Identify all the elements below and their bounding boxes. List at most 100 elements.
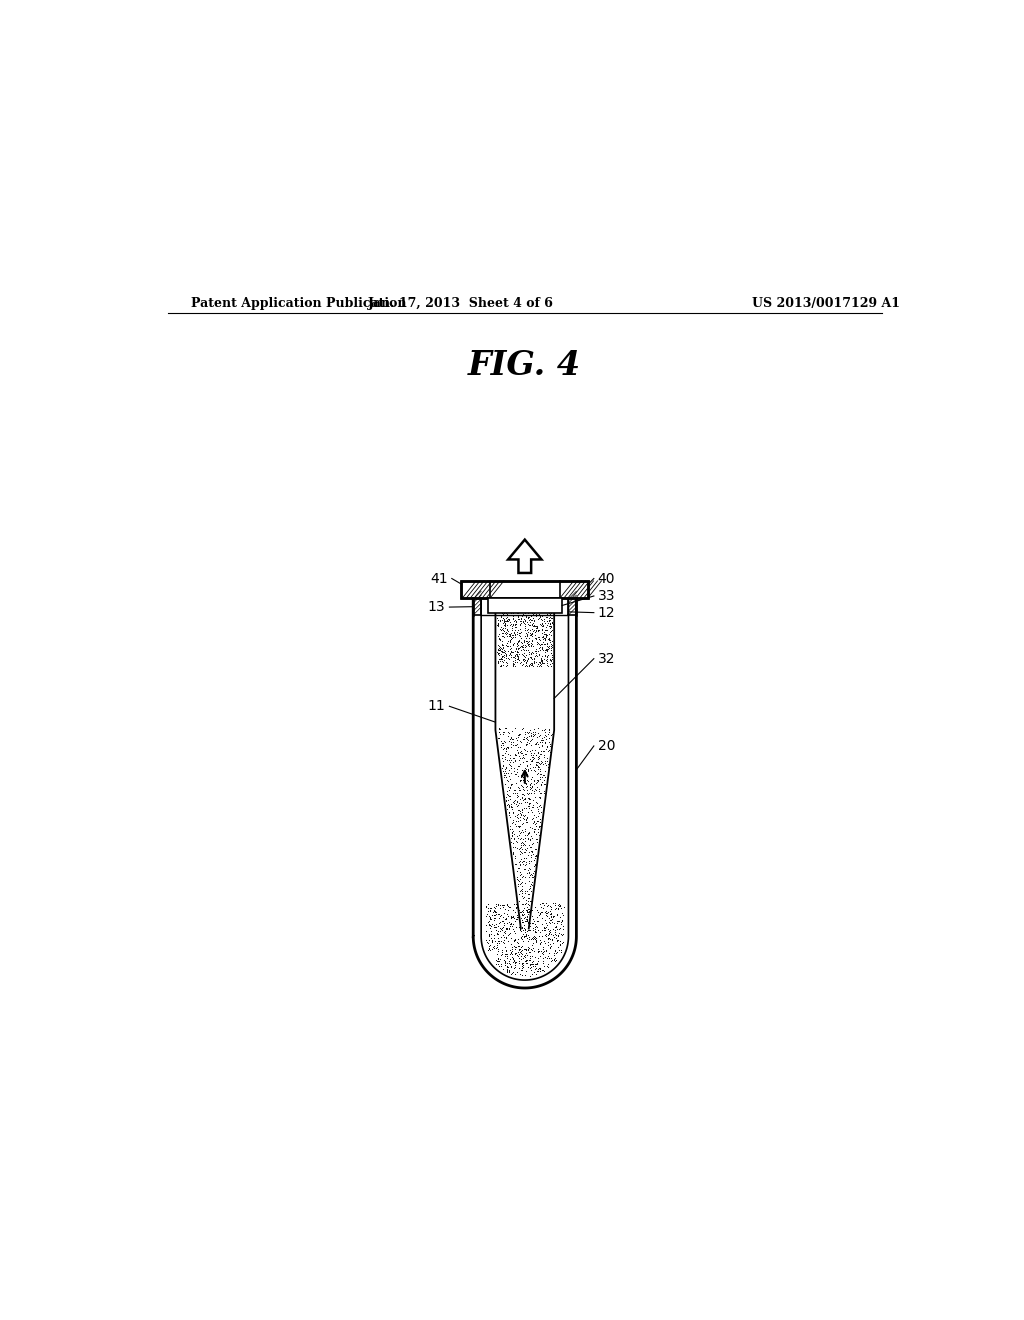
Point [509,791,525,812]
Point [497,640,513,661]
Point [519,729,536,750]
Point [520,853,537,874]
Point [518,656,535,677]
Point [508,610,524,631]
Point [502,642,518,663]
Point [513,837,529,858]
Point [495,645,511,667]
Point [539,956,555,977]
Point [501,780,517,801]
Point [535,941,551,962]
Point [536,783,552,804]
Point [515,832,531,853]
Point [511,935,527,956]
Point [501,730,517,751]
Point [539,607,555,628]
Point [500,776,516,797]
Point [501,780,517,801]
Point [523,647,540,668]
Point [523,631,540,652]
Point [500,789,516,810]
Point [515,886,531,907]
Point [518,807,535,828]
Point [511,948,527,969]
Point [520,643,537,664]
Point [514,787,530,808]
Point [517,644,534,665]
Point [543,904,559,925]
Point [515,776,531,797]
Point [528,846,545,867]
Point [522,954,539,975]
Point [550,929,566,950]
Point [498,942,514,964]
Point [527,640,544,661]
Point [496,762,512,783]
Point [500,630,516,651]
Point [534,892,550,913]
Point [537,919,553,940]
Point [519,812,536,833]
Point [500,906,516,927]
Point [506,622,522,643]
Point [516,927,532,948]
Point [537,627,553,648]
Point [532,649,549,671]
Point [514,925,530,946]
Point [525,865,542,886]
Point [495,652,511,673]
Point [480,925,497,946]
Point [501,610,517,631]
Point [502,915,518,936]
Point [543,610,559,631]
Point [499,645,515,667]
Point [544,634,560,655]
Point [513,607,529,628]
Point [508,727,524,748]
Point [527,619,544,640]
Point [516,950,532,972]
Point [516,603,532,624]
Point [493,616,509,638]
Point [529,755,546,776]
Point [537,645,553,667]
Point [526,725,543,746]
Point [531,759,548,780]
Point [501,912,517,933]
Point [524,626,541,647]
Point [543,615,559,636]
Point [526,610,543,631]
Point [524,642,541,663]
Point [499,655,515,676]
Point [501,779,517,800]
Point [503,832,519,853]
Point [495,924,511,945]
Point [541,602,557,623]
Point [531,760,548,781]
Point [500,919,516,940]
Point [535,937,551,958]
Point [499,737,515,758]
Point [515,726,531,747]
Point [518,651,535,672]
Point [534,960,550,981]
Point [512,803,528,824]
Point [505,751,521,772]
Point [507,923,523,944]
Point [530,741,547,762]
Point [516,651,532,672]
Point [514,948,530,969]
Point [542,653,558,675]
Point [519,812,536,833]
Point [515,639,531,660]
Point [513,949,529,970]
Point [517,821,534,842]
Point [544,949,560,970]
Point [530,652,547,673]
Point [523,602,540,623]
Point [507,908,523,929]
Point [516,805,532,826]
Point [519,741,536,762]
Point [537,751,553,772]
Point [530,939,547,960]
